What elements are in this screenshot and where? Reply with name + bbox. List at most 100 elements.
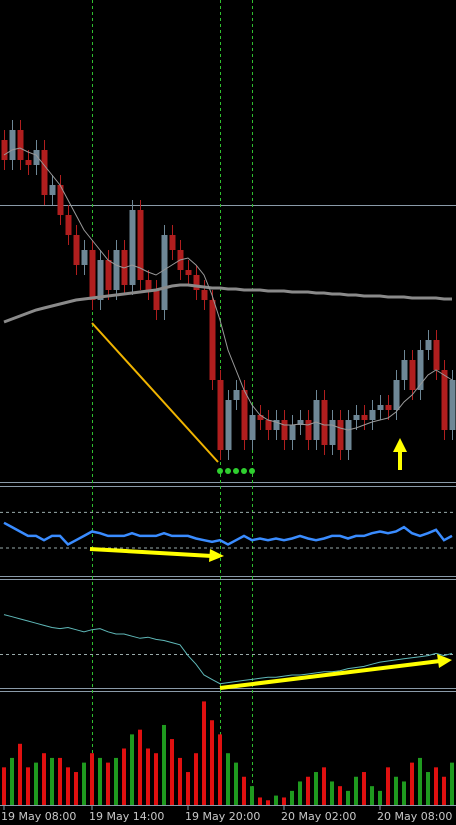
volume-bar (386, 767, 390, 805)
candle-body (137, 210, 144, 280)
volume-bar (58, 757, 62, 805)
volume-bar (450, 762, 454, 805)
volume-bar (370, 786, 374, 805)
candle-body (185, 270, 192, 275)
candle-body (297, 420, 304, 425)
moving-average (3, 283, 452, 324)
volume-bar (194, 753, 198, 805)
candle-body (129, 210, 136, 285)
candle-body (217, 380, 224, 450)
x-tick-label: 19 May 08:00 (1, 810, 76, 823)
volume-bar (418, 757, 422, 805)
volume-bar (106, 762, 110, 805)
volume-bar (178, 757, 182, 805)
volume-bar (338, 786, 342, 805)
signal-dots (217, 468, 255, 474)
x-tick-label: 20 May 08:00 (377, 810, 452, 823)
volume-bar (274, 795, 278, 805)
oscillator-line (3, 521, 453, 547)
volume-bar (426, 772, 430, 805)
candle-body (1, 140, 8, 160)
arrow-head (209, 549, 224, 562)
trend-line (91, 322, 219, 463)
candle-body (9, 130, 16, 160)
volume-bar (114, 757, 118, 805)
candle-body (353, 415, 360, 420)
volume-bar (242, 776, 246, 805)
volume-bar (138, 729, 142, 805)
volume-bar (98, 757, 102, 805)
candle-body (361, 415, 368, 420)
x-tick-label: 19 May 14:00 (89, 810, 164, 823)
candle-body (153, 290, 160, 310)
candle-body (81, 250, 88, 265)
plot: 19 May 08:00 19 May 14:00 19 May 20:00 20 M… (0, 120, 456, 823)
volume-bar (18, 743, 22, 805)
volume-bar (434, 767, 438, 805)
candle-body (313, 400, 320, 440)
volume-bar (290, 790, 294, 805)
candle-body (169, 235, 176, 250)
candle-body (65, 215, 72, 235)
volume-bar (282, 797, 286, 805)
volume-bar (234, 762, 238, 805)
volume-bar (306, 776, 310, 805)
signal-dot (217, 468, 223, 474)
volume-bar (74, 772, 78, 805)
indicator-line (3, 614, 453, 685)
volume-bar (10, 757, 14, 805)
trend-arrow (219, 659, 441, 690)
candle-body (305, 420, 312, 440)
volume-bar (314, 772, 318, 805)
candle-body (249, 415, 256, 440)
candle-body (401, 360, 408, 380)
candle-body (321, 400, 328, 445)
volume-bar (186, 772, 190, 805)
candle-body (417, 350, 424, 390)
volume-bar (34, 762, 38, 805)
volume-bar (122, 748, 126, 805)
candle-body (193, 275, 200, 290)
volume-bar (50, 757, 54, 805)
candle-body (225, 400, 232, 450)
candle-body (201, 290, 208, 300)
candle-body (97, 260, 104, 300)
candle-body (33, 150, 40, 165)
candle-body (433, 340, 440, 370)
arrow-head (393, 438, 407, 452)
volume-bar (258, 797, 262, 805)
volume-bar (26, 767, 30, 805)
signal-dot (225, 468, 231, 474)
volume-bar (226, 753, 230, 805)
candle-body (441, 370, 448, 430)
volume-bar (298, 781, 302, 805)
candle-body (273, 420, 280, 430)
trend-arrow (89, 547, 213, 558)
candle-body (57, 185, 64, 215)
volume-bar (218, 734, 222, 805)
candle-body (337, 420, 344, 450)
volume-bar (362, 772, 366, 805)
candle-body (209, 300, 216, 380)
candle-body (241, 390, 248, 440)
volume-bar (394, 776, 398, 805)
volume-bar (378, 790, 382, 805)
volume-bar (322, 767, 326, 805)
candle-body (25, 160, 32, 165)
volume-bar (82, 762, 86, 805)
candle-body (265, 420, 272, 430)
volume-bar (330, 781, 334, 805)
candle-body (233, 390, 240, 400)
candle-body (425, 340, 432, 350)
x-tick-label: 19 May 20:00 (185, 810, 260, 823)
candle-body (345, 420, 352, 450)
volume-bar (130, 734, 134, 805)
volume-bar (442, 776, 446, 805)
candle-body (281, 420, 288, 440)
candle-body (257, 415, 264, 420)
candle-body (113, 250, 120, 290)
arrow-head (437, 654, 452, 668)
volume-bar (250, 786, 254, 805)
candle-body (409, 360, 416, 390)
